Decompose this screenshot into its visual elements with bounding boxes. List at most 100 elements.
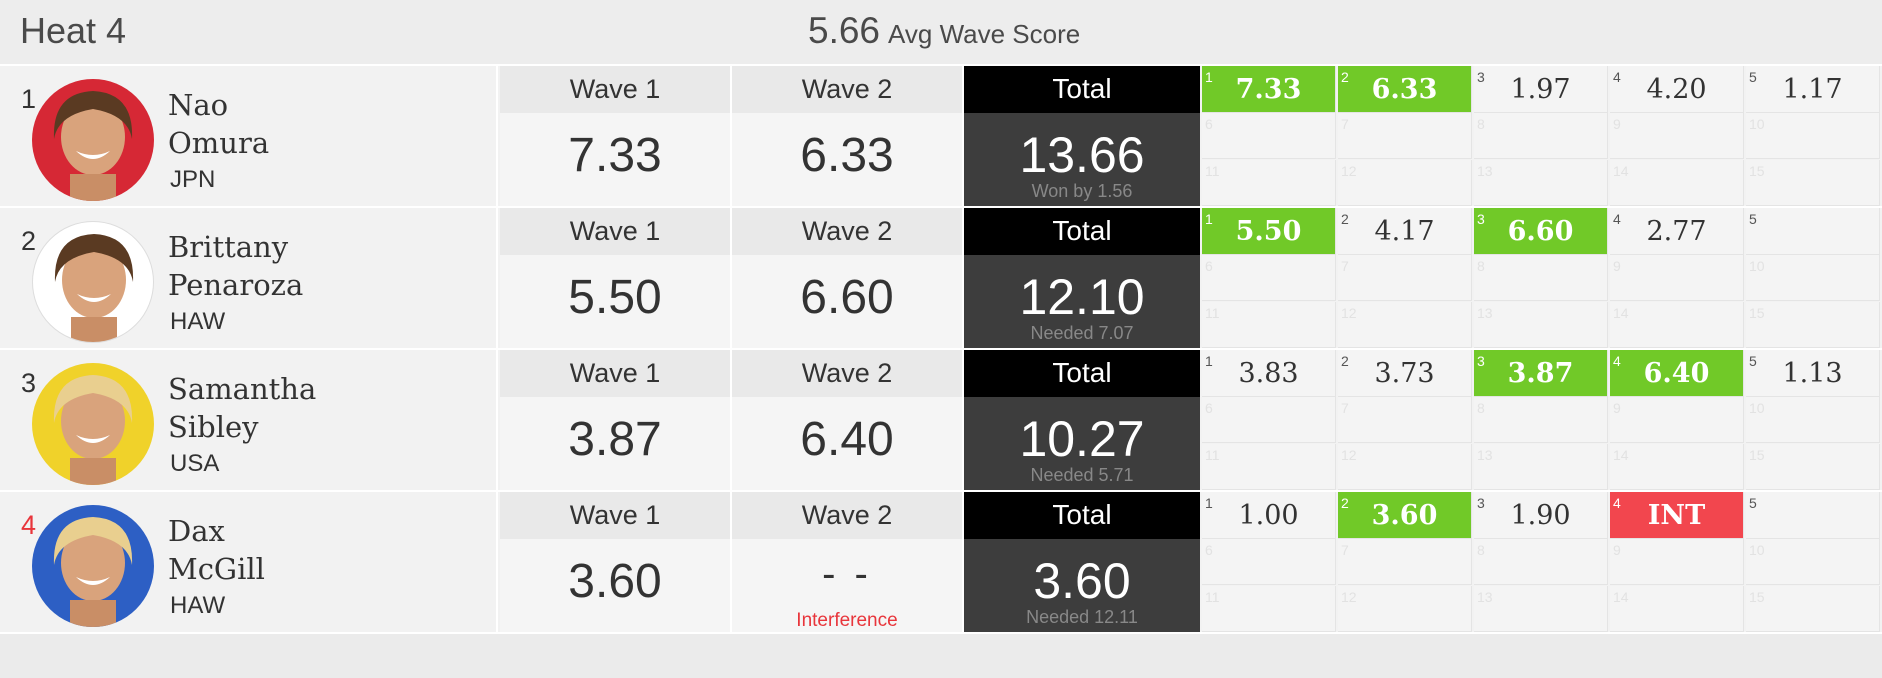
total-score: 12.10	[1019, 269, 1145, 325]
avatar	[32, 221, 154, 343]
athlete-info[interactable]: 2 Brittany Penaroza HAW	[0, 208, 498, 348]
wave-number: 7	[1341, 116, 1349, 132]
wave-cell[interactable]: 5 1.17	[1746, 66, 1880, 113]
wave-number: 12	[1341, 163, 1357, 179]
wave-number: 9	[1613, 400, 1621, 416]
empty-wave-cell: 10	[1746, 113, 1880, 159]
athlete-last-name: Omura	[168, 126, 270, 160]
wave-score: 7.33	[1235, 74, 1302, 105]
wave-1-score: 3.87	[500, 397, 730, 490]
athlete-name: Samantha Sibley	[168, 370, 316, 446]
athlete-place: 4	[21, 510, 37, 540]
wave-cell[interactable]: 4 4.20	[1610, 66, 1744, 113]
wave-cell[interactable]: 2 3.73	[1338, 350, 1472, 397]
wave-number: 15	[1749, 447, 1765, 463]
wave-cell[interactable]: 2 3.60	[1338, 492, 1472, 539]
wave-cell[interactable]: 4 6.40	[1610, 350, 1744, 397]
wave-cell[interactable]: 1 5.50	[1202, 208, 1336, 255]
avatar	[32, 363, 154, 485]
avatar	[32, 79, 154, 201]
empty-wave-cell: 6	[1202, 539, 1336, 585]
athlete-info[interactable]: 1 Nao Omura JPN	[0, 66, 498, 206]
athlete-row[interactable]: 3 Samantha Sibley USA Wave 1 3.87 Wave 2 6.40 To…	[0, 350, 1882, 492]
empty-wave-cell: 12	[1338, 444, 1472, 490]
wave-score: 4.20	[1646, 74, 1707, 105]
athlete-row[interactable]: 2 Brittany Penaroza HAW Wave 1 5.50 Wave 2 6.60…	[0, 208, 1882, 350]
wave-cell[interactable]: 1 1.00	[1202, 492, 1336, 539]
wave-score: 3.83	[1238, 358, 1299, 389]
wave-number: 12	[1341, 589, 1357, 605]
wave-cell[interactable]: 5 1.13	[1746, 350, 1880, 397]
total-label: Total	[964, 350, 1200, 397]
wave-number: 10	[1749, 258, 1765, 274]
empty-wave-cell: 7	[1338, 539, 1472, 585]
empty-wave-cell: 12	[1338, 586, 1472, 632]
wave-number: 5	[1749, 353, 1757, 369]
wave-cell[interactable]: 3 3.87	[1474, 350, 1608, 397]
total-column: Total 13.66 Won by 1.56	[964, 66, 1200, 206]
wave-number: 7	[1341, 258, 1349, 274]
wave-score: 1.17	[1782, 74, 1843, 105]
empty-wave-cell: 11	[1202, 160, 1336, 206]
empty-wave-cell: 11	[1202, 444, 1336, 490]
athlete-row[interactable]: 1 Nao Omura JPN Wave 1 7.33 Wave 2 6.33 Total 13.…	[0, 66, 1882, 208]
wave-2-score: 6.33	[732, 113, 962, 206]
athlete-first-name: Dax	[168, 514, 225, 548]
wave-cell[interactable]: 1 7.33	[1202, 66, 1336, 113]
wave-number: 4	[1613, 353, 1621, 369]
athlete-place: 2	[21, 226, 37, 256]
wave-number: 14	[1613, 163, 1629, 179]
empty-wave-cell: 9	[1610, 397, 1744, 443]
wave-cell[interactable]: 1 3.83	[1202, 350, 1336, 397]
athlete-first-name: Brittany	[168, 230, 289, 264]
wave-grid: 1 5.50 2 4.17 3 6.60 4 2.77 5 6 7 8 9 10 11 12 13 14 15	[1202, 208, 1882, 348]
athlete-name: Nao Omura	[168, 86, 269, 162]
wave-cell[interactable]: 4 2.77	[1610, 208, 1744, 255]
wave-1-column: Wave 1 3.87	[500, 350, 732, 490]
total-label: Total	[964, 208, 1200, 255]
wave-number: 8	[1477, 542, 1485, 558]
wave-number: 2	[1341, 353, 1349, 369]
wave-number: 6	[1205, 542, 1213, 558]
wave-cell[interactable]: 5	[1746, 492, 1880, 539]
wave-cell[interactable]: 2 4.17	[1338, 208, 1472, 255]
empty-wave-cell: 15	[1746, 444, 1880, 490]
wave-number: 1	[1205, 211, 1213, 227]
wave-1-column: Wave 1 3.60	[500, 492, 732, 632]
wave-number: 5	[1749, 495, 1757, 511]
total-note: Needed 12.11	[1026, 607, 1138, 627]
empty-wave-cell: 9	[1610, 255, 1744, 301]
wave-cell[interactable]: 3 6.60	[1474, 208, 1608, 255]
wave-1-label: Wave 1	[500, 350, 730, 397]
wave-number: 5	[1749, 69, 1757, 85]
empty-wave-cell: 8	[1474, 113, 1608, 159]
athlete-place: 3	[21, 368, 37, 398]
wave-score: 5.50	[1235, 216, 1302, 247]
wave-score: 2.77	[1646, 216, 1707, 247]
wave-cell[interactable]: 3 1.90	[1474, 492, 1608, 539]
avg-wave-score-label: Avg Wave Score	[888, 19, 1081, 49]
athlete-info[interactable]: 4 Dax McGill HAW	[0, 492, 498, 632]
empty-wave-cell: 8	[1474, 255, 1608, 301]
wave-cell[interactable]: 2 6.33	[1338, 66, 1472, 113]
wave-number: 9	[1613, 116, 1621, 132]
wave-cell[interactable]: 4 INT	[1610, 492, 1744, 539]
wave-number: 8	[1477, 116, 1485, 132]
wave-number: 1	[1205, 353, 1213, 369]
empty-wave-cell: 6	[1202, 113, 1336, 159]
wave-cell[interactable]: 5	[1746, 208, 1880, 255]
athlete-first-name: Nao	[168, 88, 229, 122]
empty-wave-cell: 14	[1610, 444, 1744, 490]
athlete-country: USA	[170, 450, 220, 477]
empty-wave-cell: 15	[1746, 160, 1880, 206]
athlete-row[interactable]: 4 Dax McGill HAW Wave 1 3.60 Wave 2- - Interfer…	[0, 492, 1882, 634]
wave-number: 8	[1477, 400, 1485, 416]
empty-wave-cell: 14	[1610, 302, 1744, 348]
wave-score: 6.40	[1643, 358, 1710, 389]
wave-score: 1.13	[1782, 358, 1843, 389]
wave-cell[interactable]: 3 1.97	[1474, 66, 1608, 113]
wave-number: 8	[1477, 258, 1485, 274]
empty-wave-cell: 6	[1202, 397, 1336, 443]
athlete-info[interactable]: 3 Samantha Sibley USA	[0, 350, 498, 490]
total-score: 13.66	[1019, 127, 1145, 183]
